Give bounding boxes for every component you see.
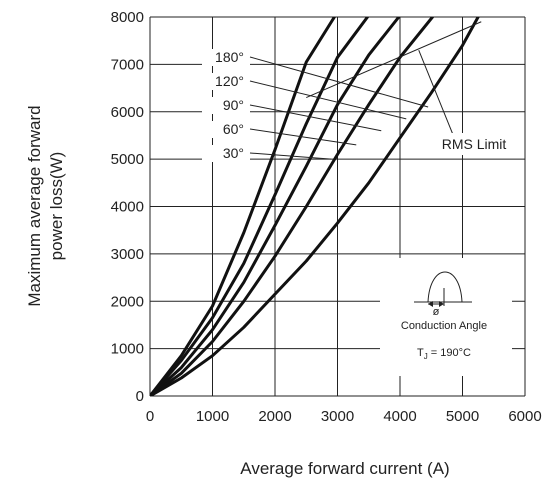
- rms-limit-line: [306, 21, 482, 98]
- sine-pulse-icon: [427, 271, 463, 303]
- y-tick-label: 6000: [111, 104, 144, 121]
- angle-leader: [249, 56, 429, 108]
- y-tick-label: 5000: [111, 151, 144, 168]
- x-tick-label: 6000: [508, 408, 541, 425]
- y-tick-label: 0: [136, 388, 144, 405]
- y-tick-label: 3000: [111, 246, 144, 263]
- y-axis-title-line1: Maximum average forward: [25, 105, 44, 306]
- rms-leader: [418, 49, 454, 136]
- x-tick-label: 4000: [383, 408, 416, 425]
- angle-label-180deg: 180°: [215, 49, 244, 65]
- angle-leader: [249, 128, 357, 146]
- angle-label-120deg: 120°: [215, 73, 244, 89]
- angle-label-90deg: 90°: [223, 97, 244, 113]
- x-tick-label: 5000: [446, 408, 479, 425]
- x-tick-label: 0: [146, 408, 154, 425]
- grid: [149, 16, 526, 397]
- angle-label-30deg: 30°: [223, 145, 244, 161]
- junction-temperature-label: TJ = 190°C: [417, 347, 471, 361]
- y-tick-label: 4000: [111, 199, 144, 216]
- y-tick-label: 2000: [111, 293, 144, 310]
- angle-label-60deg: 60°: [223, 121, 244, 137]
- phi-symbol: ø: [433, 306, 440, 318]
- conduction-angle-inset: ø Conduction Angle TJ = 190°C: [380, 258, 512, 376]
- rms-limit-label-group: RMS Limit: [430, 133, 516, 155]
- curve-30deg: [150, 17, 480, 396]
- label-leaders: 180° 120° 90° 60° 30°: [202, 49, 454, 162]
- y-tick-label: 7000: [111, 56, 144, 73]
- x-tick-label: 2000: [258, 408, 291, 425]
- x-axis-title: Average forward current (A): [240, 459, 449, 478]
- tick-labels: 0 1000 2000 3000 4000 5000 6000 0 1000 2000 3000 40…: [111, 9, 542, 425]
- angle-leader: [249, 80, 407, 120]
- curves: [150, 17, 482, 396]
- curve-120deg: [150, 17, 369, 396]
- angle-leader: [249, 104, 382, 132]
- rms-limit-label: RMS Limit: [442, 136, 507, 152]
- curve-60deg: [150, 17, 434, 396]
- x-tick-label: 3000: [321, 408, 354, 425]
- curve-180deg: [150, 17, 336, 396]
- angle-leader: [249, 152, 332, 160]
- x-tick-label: 1000: [196, 408, 229, 425]
- curve-90deg: [150, 17, 401, 396]
- y-tick-label: 1000: [111, 341, 144, 358]
- y-tick-label: 8000: [111, 9, 144, 26]
- conduction-angle-label: Conduction Angle: [401, 320, 487, 332]
- y-axis-title-line2: power loss(W): [47, 152, 66, 261]
